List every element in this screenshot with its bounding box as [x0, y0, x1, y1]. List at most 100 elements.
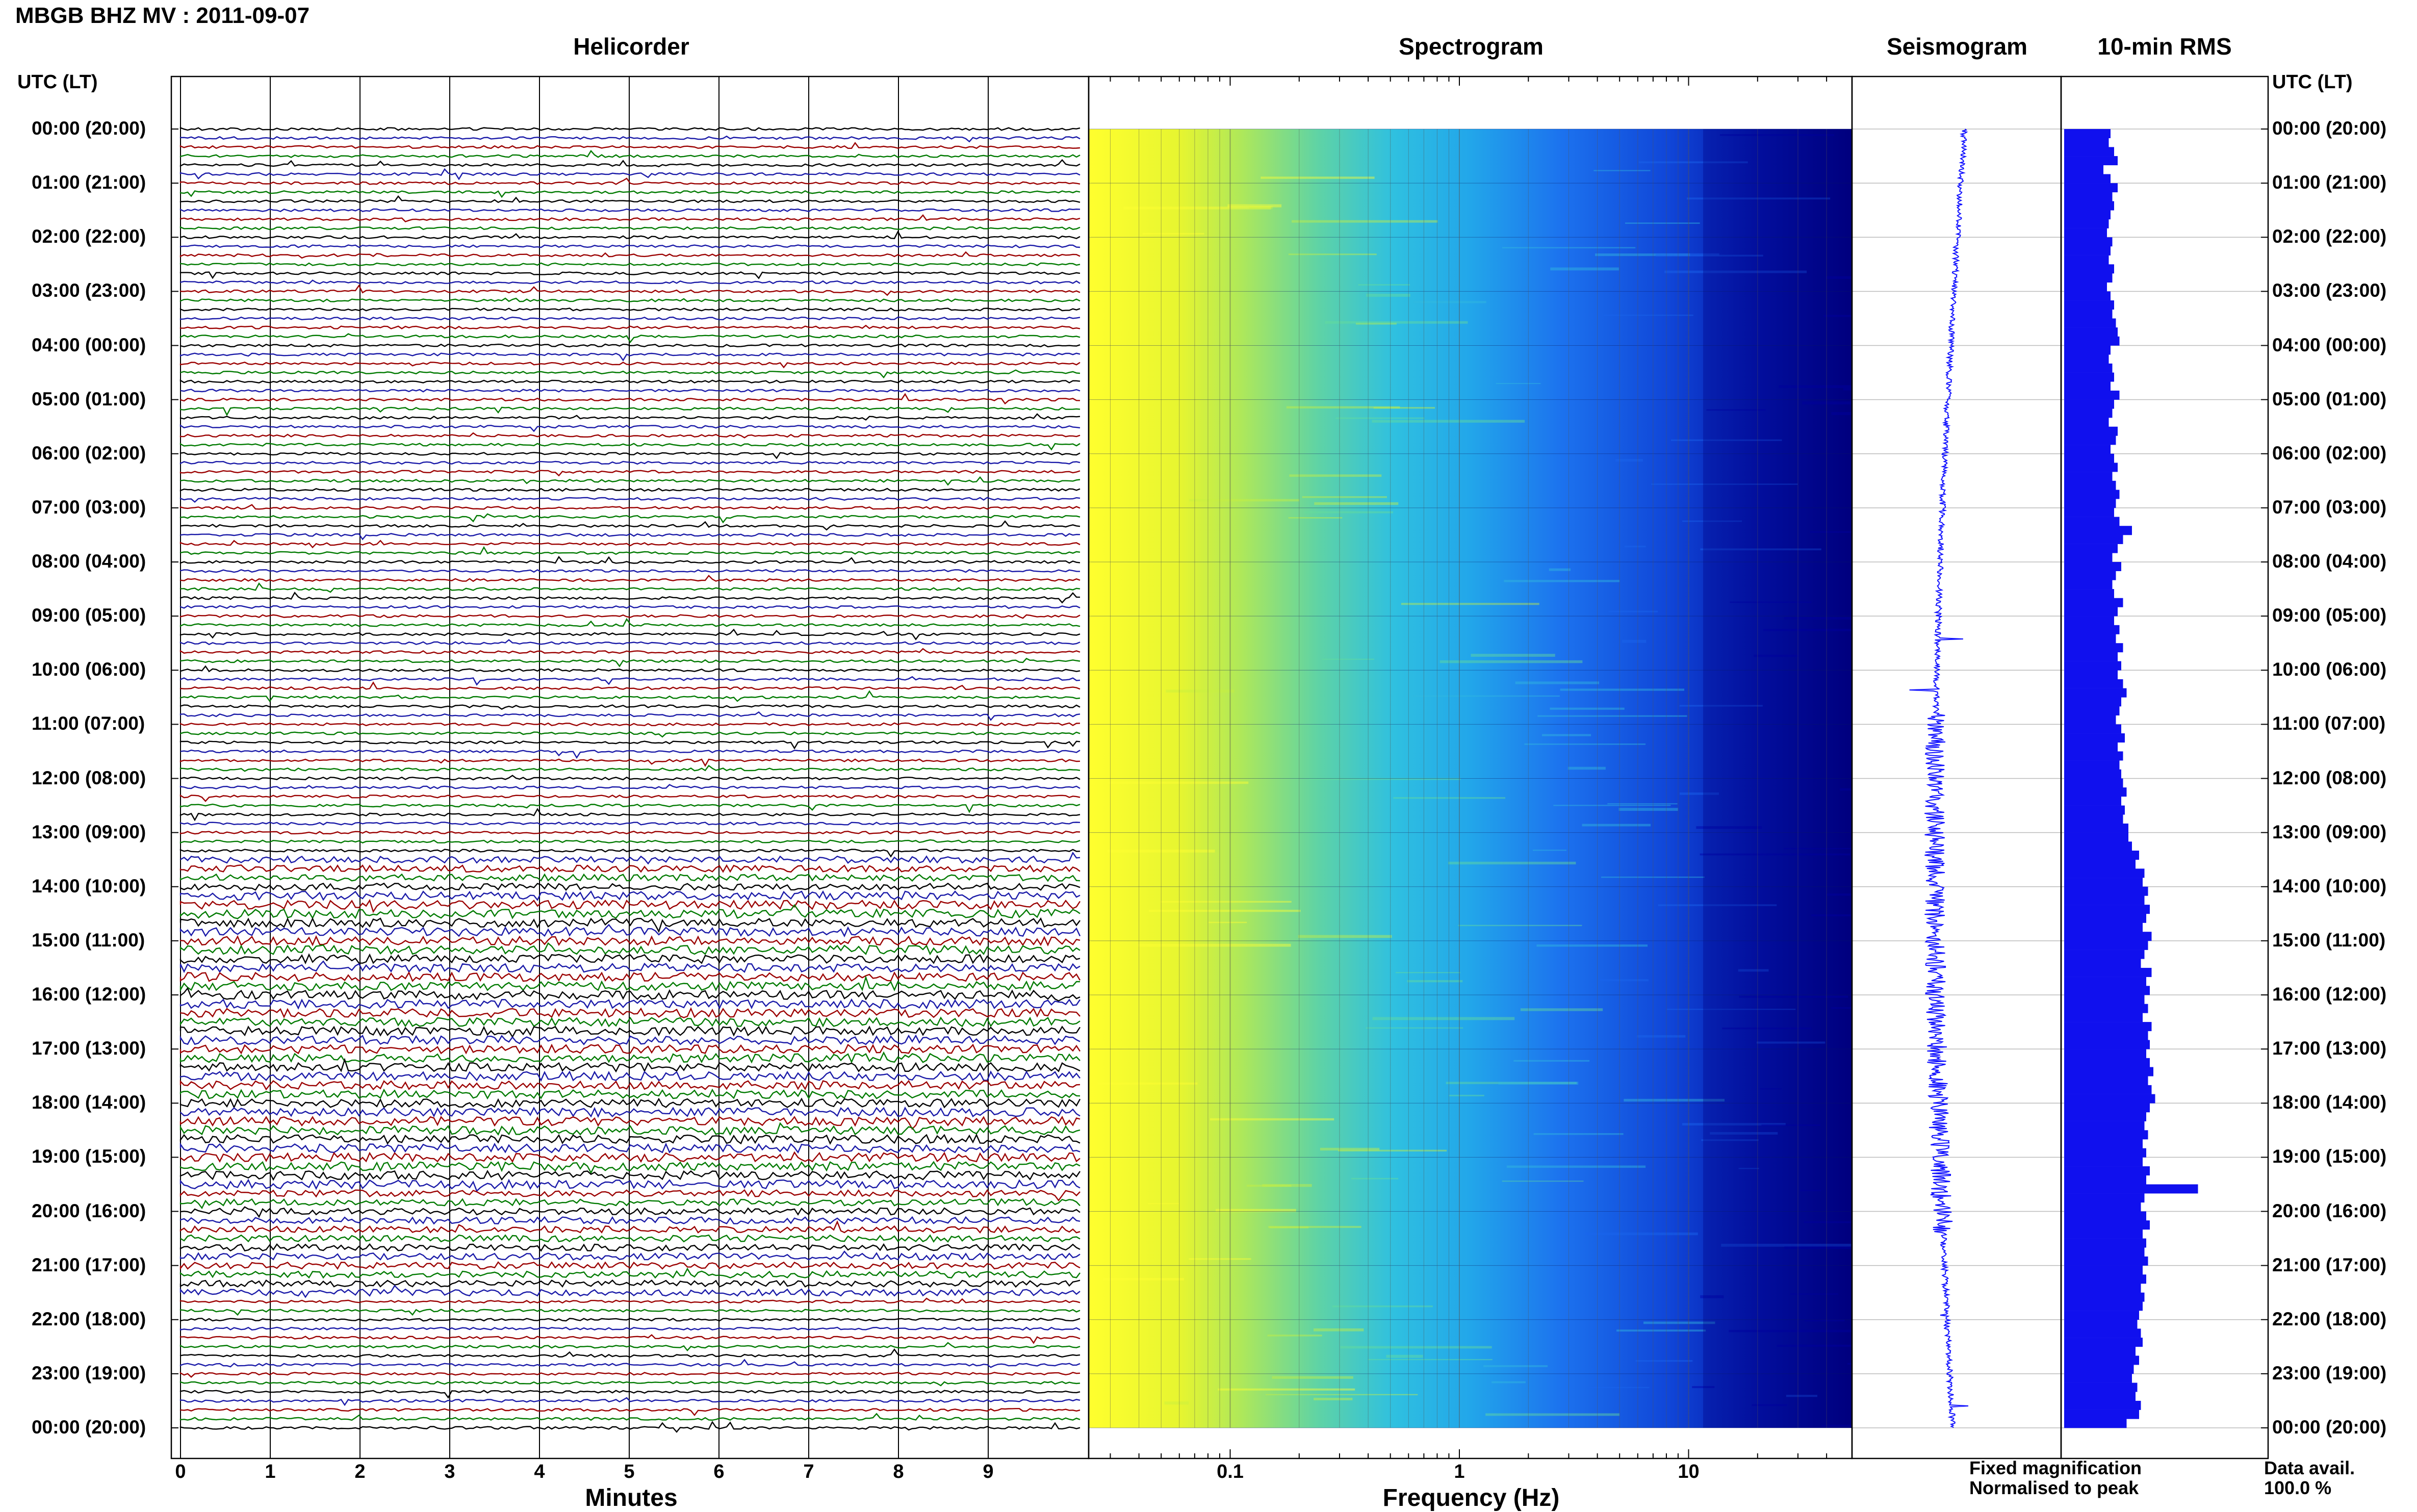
minute-tick-label: 5 [624, 1461, 635, 1482]
spectrogram-streak [1763, 629, 1852, 631]
rms-bar [2064, 237, 2113, 247]
helicorder-trace [179, 803, 1081, 813]
station-title: MBGB BHZ MV : 2011-09-07 [15, 3, 310, 28]
spectrogram-streak [1448, 861, 1576, 865]
seismogram-title: Seismogram [1886, 33, 2028, 60]
rms-bar [2064, 1058, 2150, 1067]
spectrogram-streak [1738, 1168, 1759, 1169]
spectrogram-streak [1625, 222, 1700, 224]
time-label-right: 22:00 (18:00) [2272, 1308, 2387, 1329]
spectrogram-streak [1804, 1221, 1852, 1223]
spectrogram-streak [1739, 995, 1848, 998]
helicorder-trace [179, 665, 1081, 673]
rms-bar [2064, 878, 2143, 887]
rms-bar [2064, 1247, 2145, 1257]
spectrogram-streak [1471, 654, 1555, 657]
time-label-left: 13:00 (09:00) [32, 821, 146, 842]
spectrogram-streak [1314, 1398, 1353, 1400]
helicorder-trace [179, 333, 1081, 344]
helicorder-trace [179, 284, 1081, 296]
spectrogram-streak [1368, 1359, 1493, 1361]
helicorder-trace [179, 513, 1081, 524]
rms-bar [2064, 381, 2111, 391]
spectrogram-streak [1682, 520, 1742, 522]
spectrogram-streak [1164, 1401, 1189, 1405]
helicorder-trace [179, 1043, 1081, 1055]
time-label-left: 03:00 (23:00) [32, 280, 146, 301]
spectrogram-streak [1603, 314, 1693, 316]
spectrogram-streak [1847, 1363, 1852, 1365]
spectrogram-streak [1701, 1139, 1759, 1141]
time-label-right: 17:00 (13:00) [2272, 1038, 2387, 1059]
helicorder-trace [179, 362, 1081, 369]
rms-bar [2064, 751, 2123, 761]
rms-bar [2064, 499, 2116, 508]
spectrogram-streak [1332, 1305, 1433, 1308]
helicorder-trace [179, 443, 1081, 451]
rms-bar [2064, 769, 2121, 779]
helicorder-trace [179, 1206, 1081, 1218]
spectrogram-streak [1823, 315, 1852, 317]
spectrogram-streak [1308, 778, 1461, 780]
rms-bar [2064, 814, 2123, 824]
panel-frame [1851, 75, 2062, 1459]
rms-bar [2064, 1328, 2141, 1338]
spectrogram-streak [1679, 705, 1763, 707]
rms-bar [2064, 1338, 2143, 1347]
spectrogram-streak [1372, 420, 1525, 423]
rms-bar [2064, 959, 2141, 968]
rms-bar [2064, 517, 2120, 526]
spectrogram-streak [1355, 322, 1397, 325]
spectrogram-streak [1372, 1017, 1515, 1020]
spectrogram-streak [1269, 1226, 1309, 1228]
time-label-left: 18:00 (14:00) [32, 1092, 146, 1113]
helicorder-trace [179, 1178, 1081, 1192]
rms-bar [2064, 129, 2111, 138]
helicorder-trace [179, 839, 1081, 844]
rms-bar [2064, 715, 2116, 725]
spectrogram-streak [1624, 1098, 1725, 1102]
spectrogram-streak [1729, 1329, 1852, 1332]
rms-bar [2064, 201, 2114, 211]
spectrogram-streak [1458, 925, 1582, 927]
helicorder-trace [179, 452, 1081, 459]
spectrogram-streak [1288, 253, 1377, 255]
spectrogram-streak [1790, 1293, 1838, 1295]
time-label-right: 05:00 (01:00) [2272, 388, 2387, 409]
spectrogram-streak [1756, 1041, 1825, 1044]
rms-bar [2064, 1166, 2150, 1176]
spectrogram-streak [1615, 458, 1643, 462]
helicorder-trace [179, 953, 1081, 965]
rms-bar [2064, 363, 2113, 373]
rms-bar [2064, 1076, 2148, 1086]
spectrogram-streak [1600, 979, 1649, 982]
time-label-right: 08:00 (04:00) [2272, 551, 2387, 572]
rms-bar [2064, 1211, 2146, 1221]
rms-bar [2064, 589, 2114, 599]
spectrogram-streak [1340, 1346, 1492, 1349]
rms-bar [2064, 922, 2143, 932]
helicorder-trace [179, 1267, 1081, 1279]
rms-bar [2064, 580, 2113, 590]
time-label-left: 02:00 (22:00) [32, 226, 146, 247]
helicorder-trace [179, 987, 1081, 1002]
spectrogram-streak [1655, 254, 1763, 257]
spectrogram-streak [1607, 803, 1678, 805]
helicorder-trace [179, 476, 1081, 486]
rms-bar [2064, 643, 2123, 653]
rms-bar [2064, 327, 2118, 337]
minute-tick-label: 4 [534, 1461, 545, 1482]
rms-bar [2064, 354, 2109, 364]
rms-bar [2064, 1365, 2134, 1374]
legend-normalised-to-peak: Normalised to peak [1969, 1477, 2139, 1498]
spectrogram-streak [1658, 904, 1777, 906]
spectrogram-streak [1147, 1203, 1179, 1205]
rms-bar [2064, 733, 2125, 743]
spectrogram-streak [1411, 695, 1560, 697]
minute-tick-label: 6 [713, 1461, 725, 1482]
helicorder-trace [179, 960, 1081, 973]
helicorder-trace [179, 648, 1081, 654]
spectrogram-streak [1680, 792, 1719, 795]
spectrogram-streak [1692, 1386, 1715, 1389]
rms-bar [2064, 895, 2145, 905]
